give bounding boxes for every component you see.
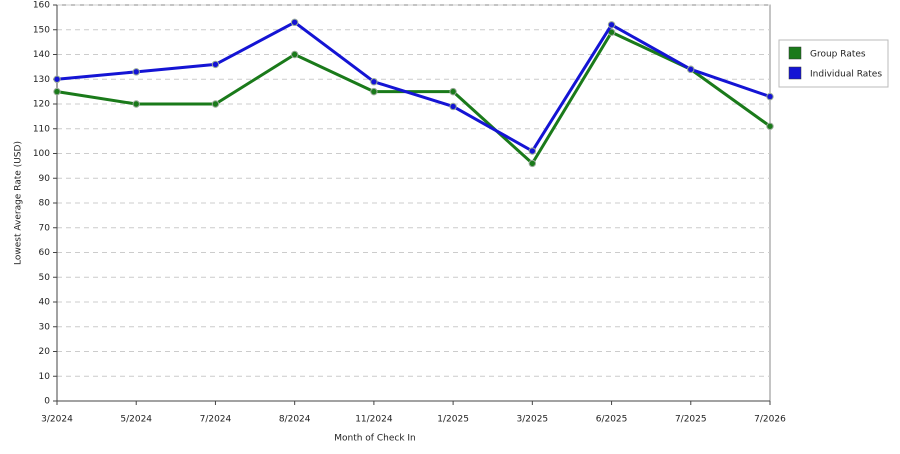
x-tick-label: 7/2025 — [675, 415, 707, 425]
legend-label: Group Rates — [810, 50, 866, 60]
data-point — [528, 159, 537, 168]
data-point — [211, 60, 220, 69]
x-tick-label: 5/2024 — [120, 415, 152, 425]
data-point — [449, 87, 457, 96]
data-point — [370, 87, 378, 96]
data-point — [766, 122, 774, 130]
y-tick-label: 70 — [39, 223, 51, 233]
y-tick-label: 90 — [39, 174, 51, 184]
y-tick-label: 10 — [39, 372, 51, 382]
legend-label: Individual Rates — [810, 70, 882, 80]
x-tick-label: 7/2024 — [200, 415, 232, 425]
y-tick-label: 100 — [33, 149, 50, 159]
data-point — [132, 100, 140, 108]
y-tick-label: 120 — [33, 100, 50, 110]
x-tick-label: 3/2025 — [516, 415, 548, 425]
y-tick-label: 40 — [39, 298, 51, 308]
data-point — [211, 100, 220, 108]
data-point — [53, 75, 61, 83]
y-tick-label: 20 — [39, 347, 51, 357]
y-tick-label: 30 — [39, 322, 51, 332]
y-tick-label: 60 — [39, 248, 51, 258]
data-point — [449, 102, 457, 111]
legend-swatch — [788, 66, 802, 80]
data-point — [607, 21, 616, 29]
y-tick-label: 80 — [39, 199, 51, 209]
x-tick-label: 8/2024 — [279, 415, 311, 425]
x-tick-label: 1/2025 — [437, 415, 469, 425]
y-tick-label: 160 — [33, 1, 50, 11]
legend-swatch — [788, 46, 802, 60]
x-tick-label: 7/2026 — [754, 415, 786, 425]
y-tick-label: 150 — [33, 25, 50, 35]
y-tick-label: 130 — [33, 75, 50, 85]
data-point — [687, 65, 695, 74]
series-line — [56, 30, 771, 165]
x-tick-label: 6/2025 — [596, 415, 628, 425]
y-tick-label: 110 — [33, 124, 50, 134]
series-line — [56, 20, 771, 153]
y-tick-label: 0 — [44, 397, 50, 407]
y-tick-label: 50 — [39, 273, 51, 283]
x-tick-label: 3/2024 — [41, 415, 73, 425]
y-tick-label: 140 — [33, 50, 50, 60]
data-point — [766, 92, 774, 101]
data-point — [370, 78, 378, 86]
data-point — [528, 147, 537, 155]
data-point — [290, 50, 299, 59]
data-point — [290, 18, 299, 27]
x-tick-label: 11/2024 — [355, 415, 393, 425]
y-axis-label: Lowest Average Rate (USD) — [14, 141, 24, 265]
data-point — [53, 87, 61, 96]
data-point — [132, 68, 140, 76]
x-axis-label: Month of Check In — [334, 434, 416, 444]
